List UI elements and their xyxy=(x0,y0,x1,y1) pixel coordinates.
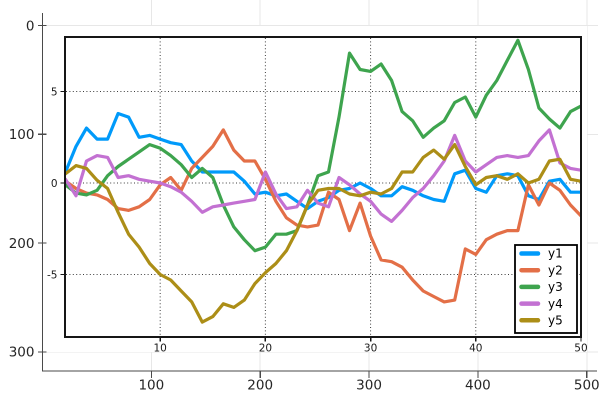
outer-x-tick-label: 300 xyxy=(356,378,382,394)
outer-x-tick-label: 100 xyxy=(138,378,164,394)
outer-y-tick-label: 100 xyxy=(9,127,35,143)
inner-plot-border xyxy=(64,36,582,338)
legend-label-y5: y5 xyxy=(548,314,563,328)
legend-label-y3: y3 xyxy=(548,280,563,294)
inner-y-tick-label: 5 xyxy=(51,86,58,98)
plot-image-area xyxy=(43,26,587,352)
inner-y-tick-label: -5 xyxy=(47,269,57,281)
outer-x-tick-label: 400 xyxy=(465,378,491,394)
inner-x-tick-label: 30 xyxy=(364,343,377,355)
inner-x-tick-label: 40 xyxy=(469,343,482,355)
inner-x-tick-label: 50 xyxy=(574,343,587,355)
outer-x-tick-label: 200 xyxy=(247,378,273,394)
outer-y-tick-label: 300 xyxy=(9,345,35,361)
series-line-y4 xyxy=(65,128,581,223)
series-line-y5 xyxy=(65,143,581,324)
outer-x-tick-label: 500 xyxy=(574,378,600,394)
legend-label-y1: y1 xyxy=(548,247,563,261)
series-line-y3 xyxy=(65,38,581,253)
outer-y-tick-label: 0 xyxy=(26,18,35,34)
series-lines xyxy=(65,38,581,324)
series-line-y1 xyxy=(65,111,581,211)
inner-y-tick-label: 0 xyxy=(51,178,58,190)
inner-axes: 50-510 20 30 40 50 xyxy=(47,86,588,354)
legend-label-y4: y4 xyxy=(548,297,563,311)
inner-x-tick-label: 10 xyxy=(153,343,166,355)
legend: y1 y2 y3 y4 y5 xyxy=(514,244,578,334)
outer-y-tick-label: 200 xyxy=(9,236,35,252)
legend-label-y2: y2 xyxy=(548,263,563,277)
series-line-y2 xyxy=(65,128,581,304)
inner-x-tick-label: 20 xyxy=(259,343,272,355)
